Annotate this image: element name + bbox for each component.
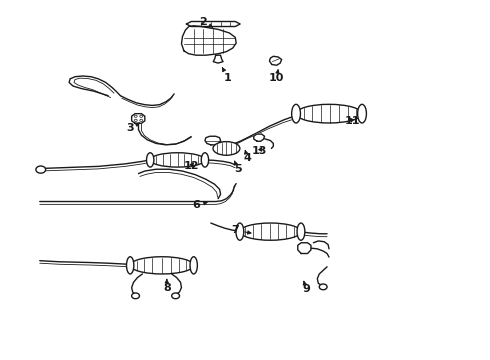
Ellipse shape (358, 104, 367, 123)
Polygon shape (270, 56, 282, 65)
Ellipse shape (213, 141, 240, 155)
Polygon shape (254, 134, 265, 141)
Ellipse shape (297, 223, 305, 240)
Text: 7: 7 (231, 225, 251, 235)
Ellipse shape (190, 257, 197, 274)
Ellipse shape (130, 257, 194, 274)
Circle shape (36, 166, 46, 173)
Text: 4: 4 (244, 150, 251, 163)
Ellipse shape (296, 104, 362, 123)
Polygon shape (213, 55, 223, 63)
Ellipse shape (240, 223, 301, 240)
Circle shape (172, 293, 179, 299)
Text: 11: 11 (345, 116, 360, 126)
Ellipse shape (126, 257, 134, 274)
Text: 8: 8 (163, 279, 171, 293)
Circle shape (134, 119, 137, 121)
Circle shape (140, 119, 143, 121)
Ellipse shape (147, 153, 154, 167)
Polygon shape (186, 22, 240, 27)
Polygon shape (205, 136, 220, 145)
Text: 1: 1 (222, 68, 232, 83)
Polygon shape (132, 114, 145, 123)
Text: 10: 10 (269, 70, 285, 83)
Ellipse shape (292, 104, 300, 123)
Ellipse shape (236, 223, 244, 240)
Polygon shape (181, 26, 236, 55)
Circle shape (132, 293, 140, 299)
Text: 2: 2 (199, 17, 213, 27)
Text: 5: 5 (234, 161, 242, 174)
Polygon shape (298, 243, 311, 253)
Text: 12: 12 (183, 161, 199, 171)
Circle shape (319, 284, 327, 290)
Text: 6: 6 (192, 200, 207, 210)
Circle shape (140, 115, 143, 117)
Text: 13: 13 (252, 146, 268, 156)
Circle shape (134, 115, 137, 117)
Text: 3: 3 (126, 123, 139, 133)
Text: 9: 9 (302, 281, 310, 294)
Ellipse shape (150, 153, 205, 167)
Ellipse shape (201, 153, 209, 167)
